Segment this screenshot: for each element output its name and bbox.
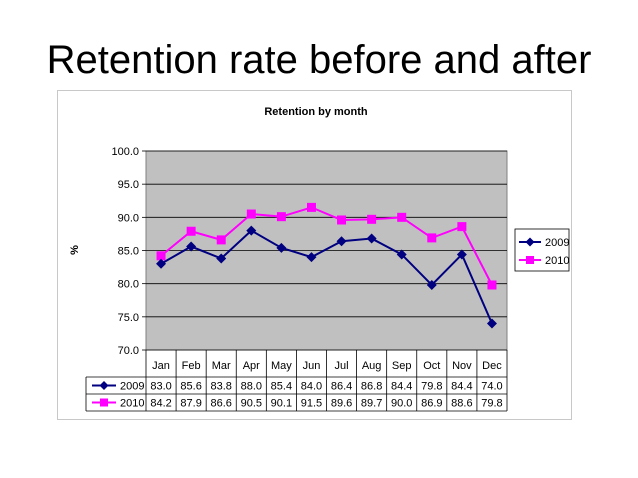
- table-value: 84.0: [301, 381, 322, 393]
- data-point-2009: [276, 242, 287, 253]
- x-tick-label: May: [271, 360, 292, 372]
- y-tick-label: 100.0: [111, 146, 139, 158]
- series-line-2010: [160, 206, 493, 286]
- table-value: 89.7: [361, 398, 382, 410]
- table-value: 86.6: [210, 398, 231, 410]
- table-series-name: 2009: [120, 381, 144, 393]
- y-tick-label: 75.0: [118, 312, 139, 324]
- data-point-2010: [487, 280, 497, 290]
- x-tick-label: Feb: [182, 360, 201, 372]
- slide-title: Retention rate before and after: [46, 38, 592, 82]
- x-tick-label: Jul: [335, 360, 349, 372]
- data-point-2010: [186, 226, 196, 236]
- y-tick-label: 95.0: [118, 179, 139, 191]
- table-value: 86.9: [421, 398, 442, 410]
- chart-container: Retention by month 70.0 75.0 80.0 85.0 90.0 95…: [57, 90, 572, 420]
- y-tick-label: 90.0: [118, 212, 139, 224]
- table-value: 84.4: [451, 381, 472, 393]
- y-tick-label: 85.0: [118, 246, 139, 258]
- table-value: 86.8: [361, 381, 382, 393]
- data-point-2009: [306, 252, 317, 263]
- data-point-2009: [156, 258, 167, 269]
- table-series-name: 2010: [120, 398, 144, 410]
- table-value: 90.1: [271, 398, 292, 410]
- data-point-2010: [457, 222, 467, 232]
- data-point-2010-legend: [526, 256, 534, 264]
- data-point-2009: [366, 233, 377, 244]
- data-point-2009: [186, 241, 197, 252]
- data-point-2009: [486, 318, 497, 329]
- data-point-2009-legend: [525, 237, 535, 247]
- legend-label: 2010: [545, 255, 569, 267]
- chart-title: Retention by month: [264, 106, 368, 118]
- data-point-2009: [426, 279, 437, 290]
- x-tick-label: Mar: [212, 360, 231, 372]
- data-point-2010: [246, 209, 256, 219]
- data-point-2010: [216, 235, 226, 245]
- table-value: 91.5: [301, 398, 322, 410]
- data-point-2009: [456, 249, 467, 260]
- data-point-2009: [246, 225, 257, 236]
- data-point-2009: [216, 253, 227, 264]
- table-value: 83.8: [210, 381, 231, 393]
- table-value: 85.4: [271, 381, 292, 393]
- x-tick-label: Jun: [303, 360, 321, 372]
- y-tick-label: 80.0: [118, 279, 139, 291]
- data-point-2009: [336, 236, 347, 247]
- table-value: 89.6: [331, 398, 352, 410]
- data-point-2010: [337, 215, 347, 225]
- table-value: 84.4: [391, 381, 412, 393]
- data-point-2010: [427, 233, 437, 243]
- table-value: 84.2: [150, 398, 171, 410]
- x-tick-label: Aug: [362, 360, 382, 372]
- data-point-2010-table-key: [100, 398, 108, 407]
- x-tick-label: Nov: [452, 360, 472, 372]
- y-tick-label: 70.0: [118, 345, 139, 357]
- series-line-2009: [160, 229, 493, 324]
- table-value: 85.6: [180, 381, 201, 393]
- data-point-2010: [306, 202, 316, 212]
- table-value: 79.8: [481, 398, 502, 410]
- data-point-2010: [367, 214, 377, 224]
- data-point-2010: [397, 212, 407, 222]
- table-value: 74.0: [481, 381, 502, 393]
- x-tick-label: Jan: [152, 360, 170, 372]
- x-tick-label: Oct: [423, 360, 440, 372]
- table-value: 83.0: [150, 381, 171, 393]
- table-value: 88.0: [241, 381, 262, 393]
- data-point-2009: [396, 249, 407, 260]
- legend-label: 2009: [545, 237, 569, 249]
- table-value: 86.4: [331, 381, 352, 393]
- retention-chart: Retention by month 70.0 75.0 80.0 85.0 90.0 95…: [69, 106, 570, 412]
- data-point-2010: [276, 212, 286, 222]
- table-value: 87.9: [180, 398, 201, 410]
- data-point-2010: [156, 251, 166, 261]
- x-tick-label: Dec: [482, 360, 502, 372]
- x-tick-label: Apr: [243, 360, 260, 372]
- table-value: 88.6: [451, 398, 472, 410]
- table-value: 90.0: [391, 398, 412, 410]
- x-tick-label: Sep: [392, 360, 412, 372]
- table-value: 90.5: [241, 398, 262, 410]
- legend-box: [514, 228, 570, 272]
- table-value: 79.8: [421, 381, 442, 393]
- y-axis-label: %: [69, 245, 81, 255]
- data-point-2009-table-key: [99, 381, 109, 390]
